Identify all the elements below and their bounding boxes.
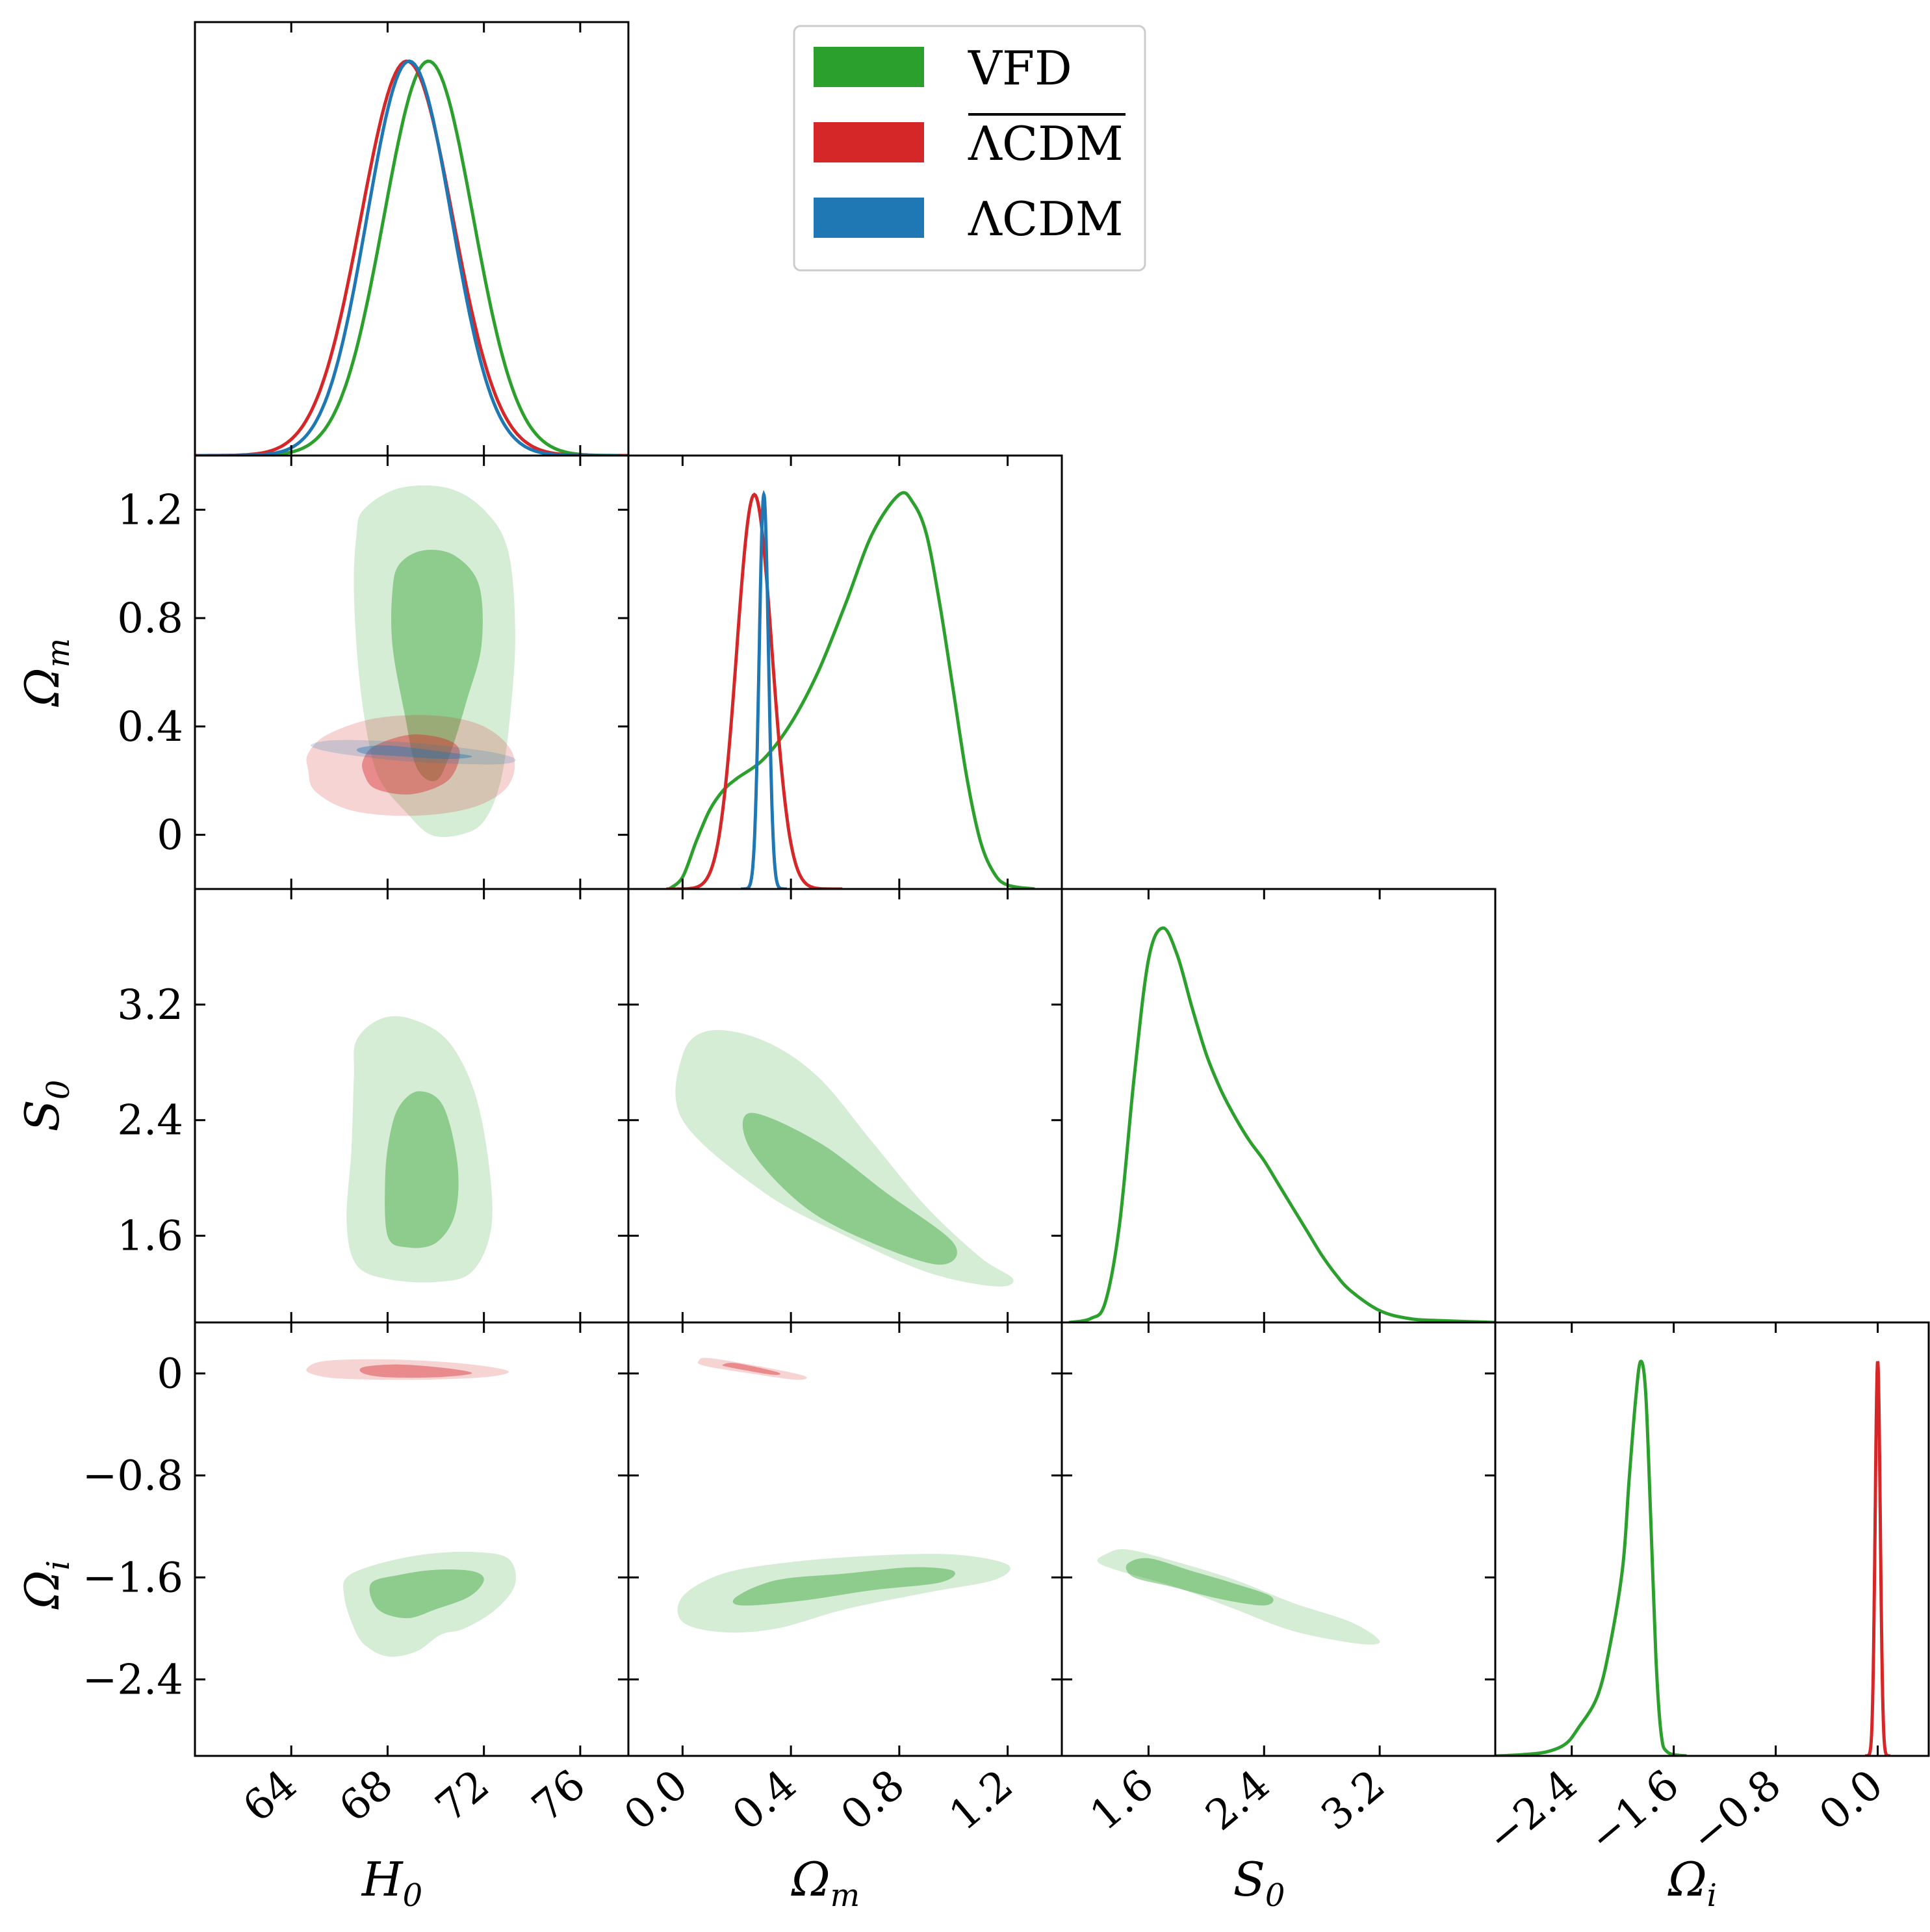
x-tick-label-H0-2: 72: [427, 1761, 498, 1832]
marginal-S0-series-0: [1068, 926, 1495, 1322]
y-axis-title-Om-symbol: Ω: [15, 667, 70, 707]
contour-H0-S0-vfd-s0-95: [346, 1016, 493, 1283]
marginal-Oi-series-1: [1864, 1361, 1891, 1756]
x-axis-title-Om-symbol: Ω: [791, 1852, 830, 1907]
x-axis-title-S0-symbol: S: [1233, 1852, 1265, 1907]
x-axis-title-Oi: Ωi: [1667, 1852, 1717, 1914]
x-axis-title-Oi-symbol: Ω: [1667, 1852, 1707, 1907]
y-axis-title-S0-symbol: S: [15, 1100, 70, 1131]
contour-S0-Oi-vfd-s0-95: [1097, 1549, 1380, 1645]
x-tick-label-Om-3: 1.2: [940, 1761, 1022, 1840]
contour-H0-Om-λcdm-s2-68: [356, 745, 472, 759]
x-axis-title-H0: H0: [361, 1852, 422, 1914]
contour-Om-Oi-λcdm-s1-95: [697, 1358, 807, 1380]
marginal-H0-series-0: [205, 59, 628, 456]
legend-swatch-0: [814, 47, 924, 87]
x-tick-label-S0-2: 3.2: [1313, 1761, 1395, 1840]
y-axis-title-Om-sub: m: [40, 638, 77, 668]
x-tick-label-Oi-0: −2.4: [1478, 1761, 1586, 1863]
x-tick-label-Oi-3: 0.0: [1810, 1761, 1892, 1840]
contour-Om-S0-vfd-s0-95: [675, 1029, 1014, 1287]
contour-H0-S0-vfd-s0-68: [385, 1091, 459, 1248]
x-tick-label-H0-1: 68: [331, 1761, 402, 1832]
y-tick-label-S0-0: 1.6: [117, 1213, 183, 1261]
contour-S0-Oi-vfd-s0-68: [1126, 1558, 1274, 1606]
y-axis-title-S0-sub: 0: [40, 1080, 77, 1100]
x-tick-label-H0-0: 64: [235, 1761, 306, 1832]
panel-frame-3-1: [627, 1321, 1063, 1757]
x-tick-label-Om-1: 0.4: [724, 1761, 806, 1840]
contour-H0-Oi-λcdm-s1-95: [306, 1359, 509, 1380]
x-tick-label-Oi-1: −1.6: [1580, 1761, 1688, 1863]
legend-label-0: VFD: [968, 41, 1072, 96]
x-axis-title-S0-sub: 0: [1265, 1877, 1285, 1914]
y-tick-label-Om-2: 0.8: [117, 595, 183, 643]
y-axis-title-Oi: Ωi: [15, 1560, 77, 1610]
x-tick-label-S0-1: 2.4: [1197, 1761, 1279, 1840]
marginal-Om-series-2: [741, 489, 787, 889]
y-tick-label-Oi-2: −1.6: [83, 1554, 183, 1602]
panels-layer: [194, 21, 1930, 1757]
contour-H0-Om-λcdm-s1-95: [306, 715, 515, 816]
x-tick-label-S0-0: 1.6: [1081, 1761, 1163, 1840]
panel-frame-3-3: [1494, 1321, 1930, 1757]
y-tick-label-Om-3: 1.2: [117, 486, 183, 534]
contour-Om-Oi-vfd-s0-95: [677, 1554, 1010, 1633]
marginal-H0-series-1: [195, 59, 628, 456]
contour-H0-Om-vfd-s0-68: [391, 550, 483, 782]
x-tick-label-Oi-2: −0.8: [1682, 1761, 1790, 1863]
y-axis-title-S0: S0: [15, 1080, 77, 1132]
legend-swatch-1: [814, 122, 924, 162]
panel-frame-3-2: [1061, 1321, 1497, 1757]
x-axis-title-Oi-sub: i: [1707, 1877, 1717, 1914]
y-tick-label-Om-0: 0: [157, 812, 183, 860]
contour-Om-Oi-λcdm-s1-68: [722, 1363, 780, 1375]
contour-H0-Om-vfd-s0-95: [354, 485, 515, 838]
contour-Om-Oi-vfd-s0-68: [732, 1567, 955, 1606]
x-axis-title-H0-sub: 0: [403, 1877, 423, 1914]
marginal-H0-series-2: [198, 59, 620, 456]
legend-label-2: ΛCDM: [968, 192, 1124, 246]
legend: VFD ΛCDM ΛCDM: [793, 25, 1146, 272]
contour-H0-Oi-λcdm-s1-68: [359, 1364, 472, 1378]
marginal-Om-series-1: [666, 492, 843, 889]
y-axis-title-Oi-symbol: Ω: [15, 1570, 70, 1610]
contour-Om-S0-vfd-s0-68: [742, 1113, 957, 1265]
contour-H0-Om-λcdm-s2-95: [310, 740, 516, 765]
x-tick-label-Om-0: 0.0: [615, 1761, 697, 1840]
legend-swatch-2: [814, 198, 924, 238]
marginal-Om-series-0: [667, 491, 1035, 889]
x-tick-label-Om-2: 0.8: [832, 1761, 914, 1840]
y-tick-label-Om-1: 0.4: [117, 703, 183, 751]
y-tick-label-S0-2: 3.2: [117, 981, 183, 1029]
marginal-Oi-series-0: [1495, 1359, 1687, 1756]
y-axis-title-Oi-sub: i: [40, 1560, 77, 1570]
contour-H0-Om-λcdm-s1-68: [362, 734, 460, 795]
x-axis-title-H0-symbol: H: [361, 1852, 404, 1907]
x-axis-title-Om-sub: m: [830, 1877, 860, 1914]
contour-H0-Oi-vfd-s0-95: [343, 1551, 516, 1657]
panel-frame-1-1: [627, 454, 1063, 890]
panel-frame-2-2: [1061, 888, 1497, 1324]
panel-frame-3-0: [194, 1321, 630, 1757]
legend-label-1: ΛCDM: [968, 116, 1124, 171]
x-axis-title-S0: S0: [1233, 1852, 1285, 1914]
x-axis-title-Om: Ωm: [791, 1852, 860, 1914]
y-tick-label-Oi-1: −0.8: [83, 1452, 183, 1500]
y-tick-label-Oi-0: 0: [157, 1350, 183, 1398]
y-axis-title-Om: Ωm: [15, 638, 77, 707]
y-tick-label-Oi-3: −2.4: [83, 1656, 183, 1704]
x-tick-label-H0-3: 76: [523, 1761, 595, 1832]
contour-H0-Oi-vfd-s0-68: [369, 1569, 484, 1619]
y-tick-label-S0-1: 2.4: [117, 1097, 183, 1145]
